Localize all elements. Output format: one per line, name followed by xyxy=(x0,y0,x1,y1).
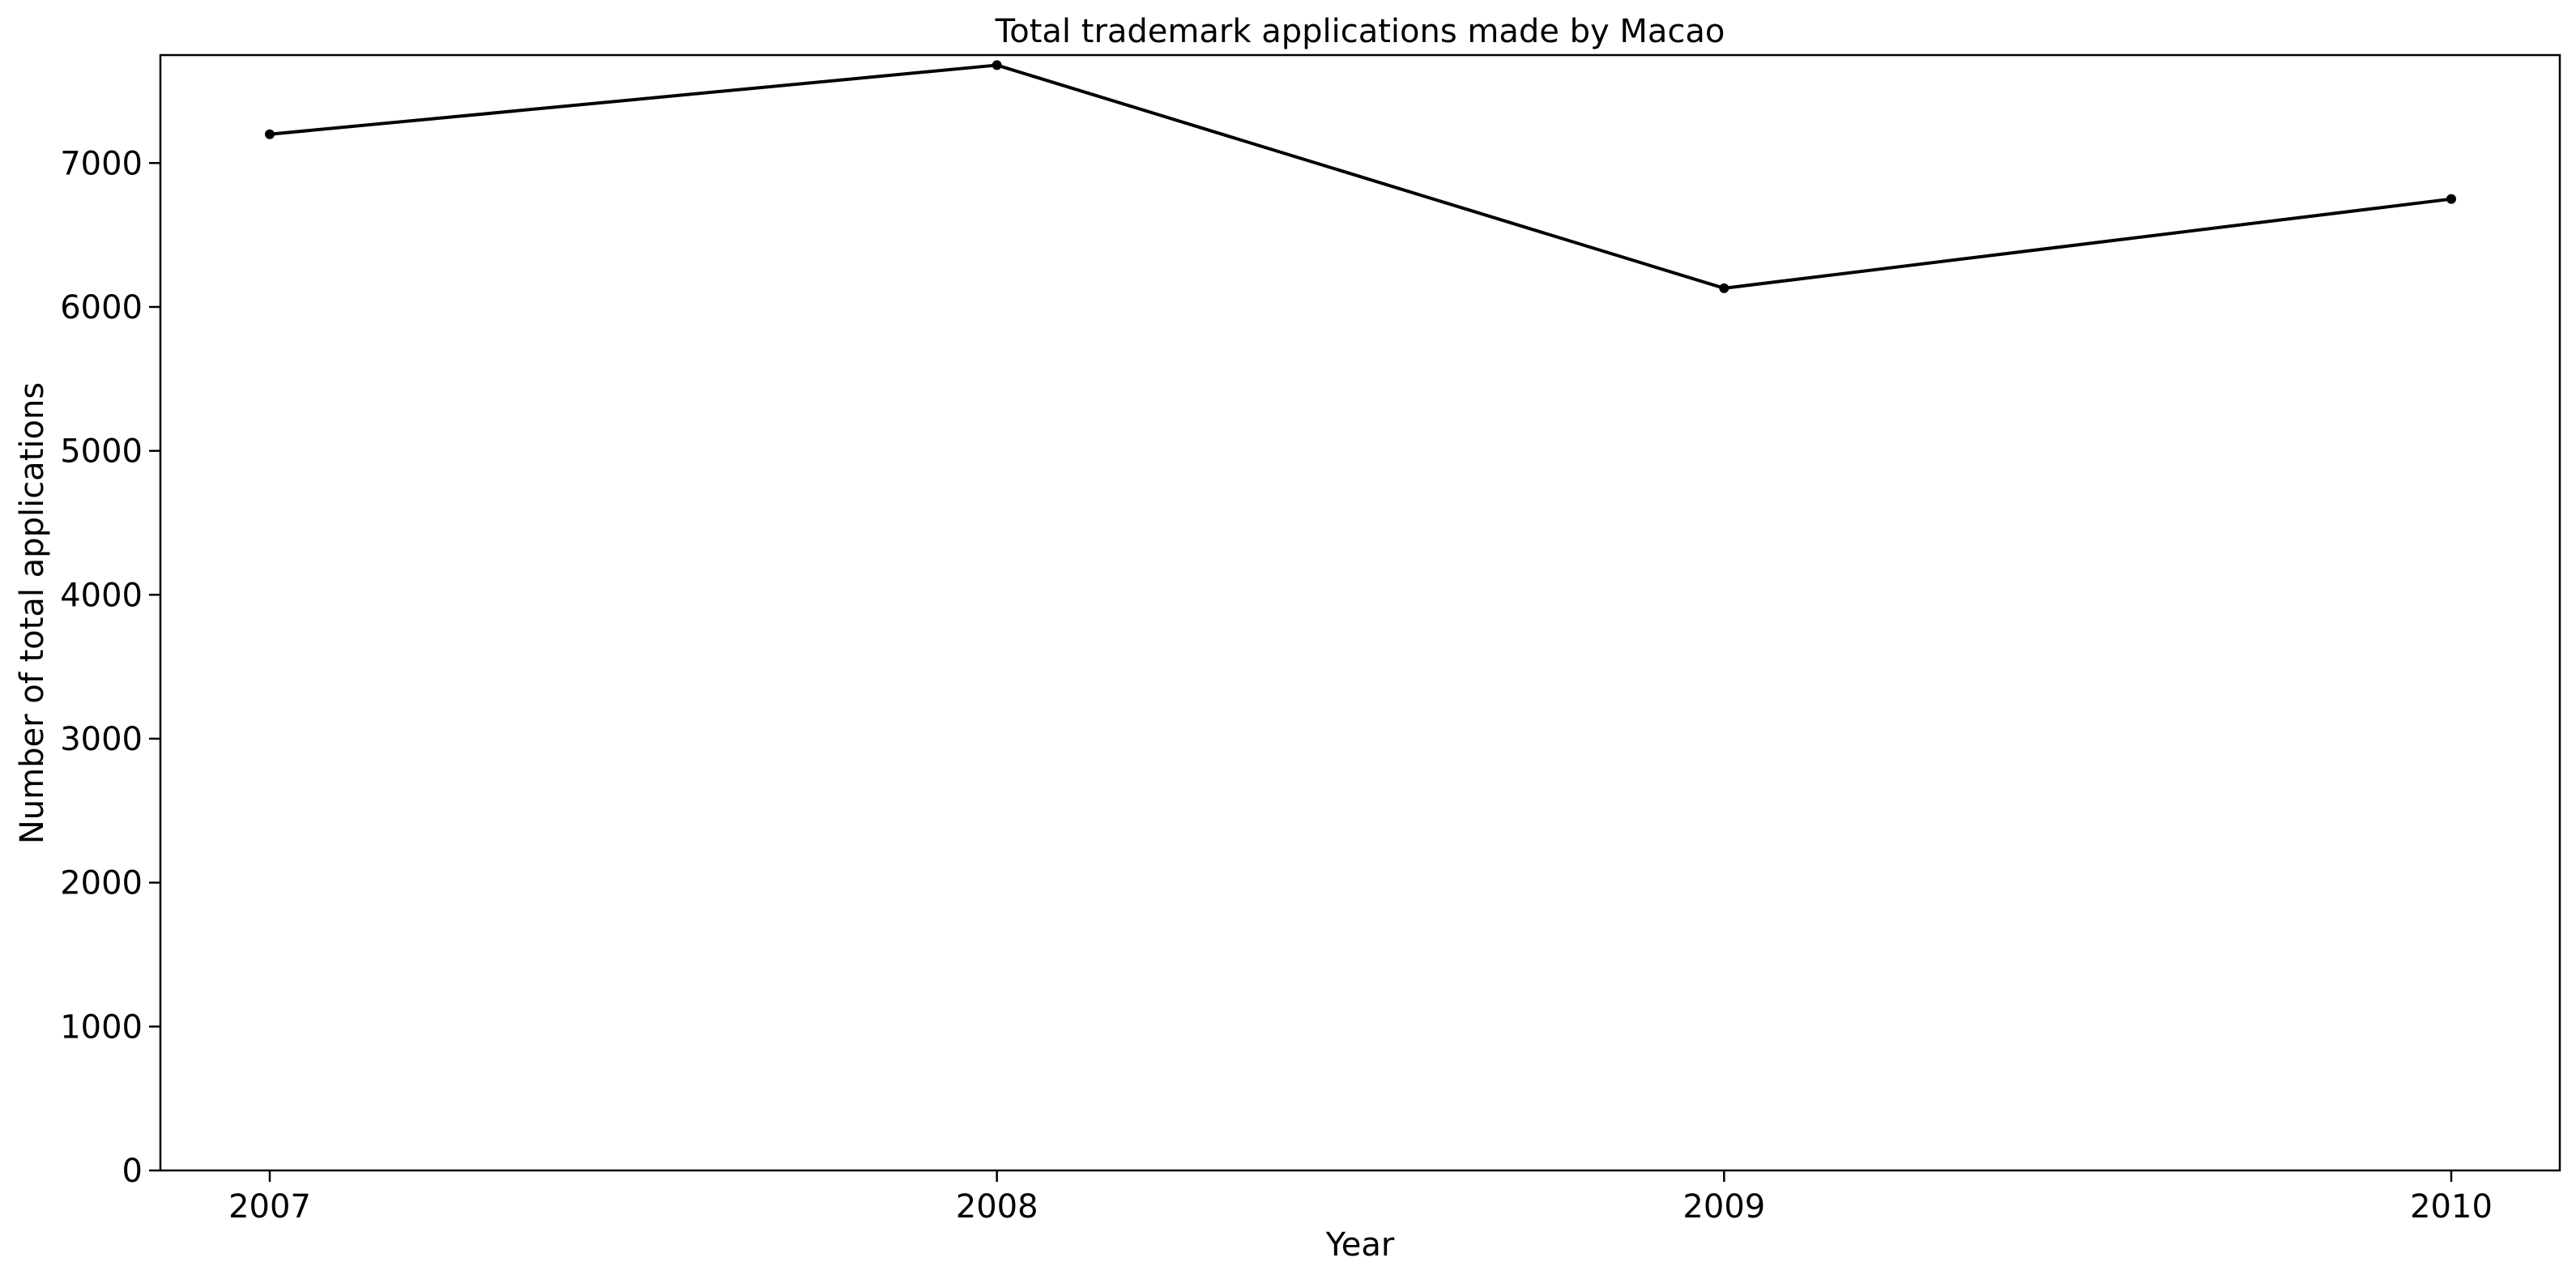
data-point xyxy=(992,60,1002,70)
x-tick-label: 2007 xyxy=(228,1188,311,1226)
y-tick-label: 7000 xyxy=(60,145,143,182)
y-tick-label: 3000 xyxy=(60,721,143,758)
y-tick-label: 0 xyxy=(122,1153,143,1190)
data-point xyxy=(1719,283,1729,293)
y-tick-label: 2000 xyxy=(60,865,143,902)
y-tick-label: 1000 xyxy=(60,1008,143,1046)
series-line xyxy=(269,63,2452,290)
y-tick-label: 4000 xyxy=(60,577,143,614)
y-axis-label: Number of total applications xyxy=(14,382,51,844)
x-tick-label: 2009 xyxy=(1683,1188,1765,1226)
data-point xyxy=(265,129,275,139)
y-tick-label: 6000 xyxy=(60,289,143,326)
chart-title: Total trademark applications made by Mac… xyxy=(995,13,1725,50)
x-axis-label: Year xyxy=(1325,1226,1395,1264)
series-group xyxy=(265,60,2456,293)
y-tick-label: 5000 xyxy=(60,433,143,471)
x-axis: 2007 2008 2009 2010 xyxy=(228,1170,2493,1226)
x-tick-label: 2010 xyxy=(2410,1188,2493,1226)
y-axis: 0 1000 2000 3000 4000 5000 6000 7000 xyxy=(60,145,160,1190)
data-point xyxy=(2446,194,2456,204)
plot-area xyxy=(159,53,2561,1172)
x-tick-label: 2008 xyxy=(956,1188,1039,1226)
